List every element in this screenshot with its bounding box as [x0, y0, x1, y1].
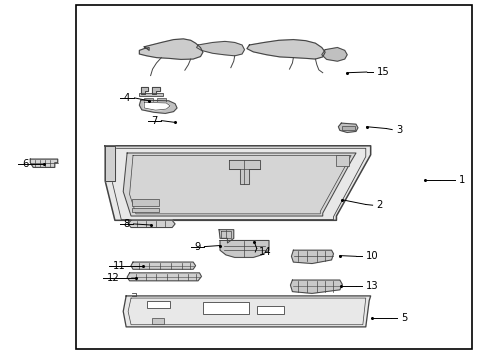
Text: 5: 5 — [400, 312, 407, 323]
Polygon shape — [291, 250, 333, 264]
Text: 9: 9 — [194, 242, 201, 252]
Polygon shape — [151, 87, 160, 94]
Text: 15: 15 — [376, 67, 388, 77]
Polygon shape — [30, 159, 58, 167]
Polygon shape — [141, 87, 147, 94]
Polygon shape — [220, 240, 268, 257]
Polygon shape — [131, 262, 195, 269]
Polygon shape — [246, 40, 325, 59]
Bar — [157, 98, 166, 102]
Bar — [256, 306, 283, 314]
Text: 8: 8 — [123, 219, 130, 229]
Text: 4: 4 — [123, 93, 130, 103]
Bar — [342, 126, 354, 130]
Text: 2: 2 — [376, 200, 382, 210]
Text: 11: 11 — [112, 261, 125, 271]
Polygon shape — [228, 160, 260, 184]
Text: 13: 13 — [365, 281, 378, 291]
Polygon shape — [123, 153, 355, 216]
Bar — [203, 302, 249, 314]
Polygon shape — [127, 273, 201, 281]
Polygon shape — [196, 41, 244, 56]
Bar — [146, 301, 170, 308]
Polygon shape — [290, 280, 342, 293]
Polygon shape — [139, 39, 203, 59]
Bar — [76, 5, 471, 349]
Text: 6: 6 — [22, 159, 28, 169]
Bar — [144, 98, 153, 102]
Bar — [151, 318, 163, 324]
Text: 10: 10 — [365, 251, 378, 261]
Text: 1: 1 — [458, 175, 464, 185]
Polygon shape — [338, 123, 357, 132]
Polygon shape — [144, 102, 170, 110]
Text: 3: 3 — [395, 125, 402, 135]
Text: 12: 12 — [106, 273, 119, 283]
Polygon shape — [105, 146, 370, 220]
Bar — [132, 199, 159, 206]
Polygon shape — [321, 48, 346, 61]
Polygon shape — [105, 146, 115, 181]
Polygon shape — [219, 230, 233, 243]
Bar — [336, 155, 348, 166]
Polygon shape — [123, 296, 370, 327]
Bar — [132, 208, 159, 212]
Polygon shape — [128, 220, 175, 228]
Polygon shape — [139, 100, 177, 113]
Text: 7: 7 — [151, 116, 158, 126]
Bar — [139, 93, 163, 96]
Text: 14: 14 — [259, 247, 271, 257]
